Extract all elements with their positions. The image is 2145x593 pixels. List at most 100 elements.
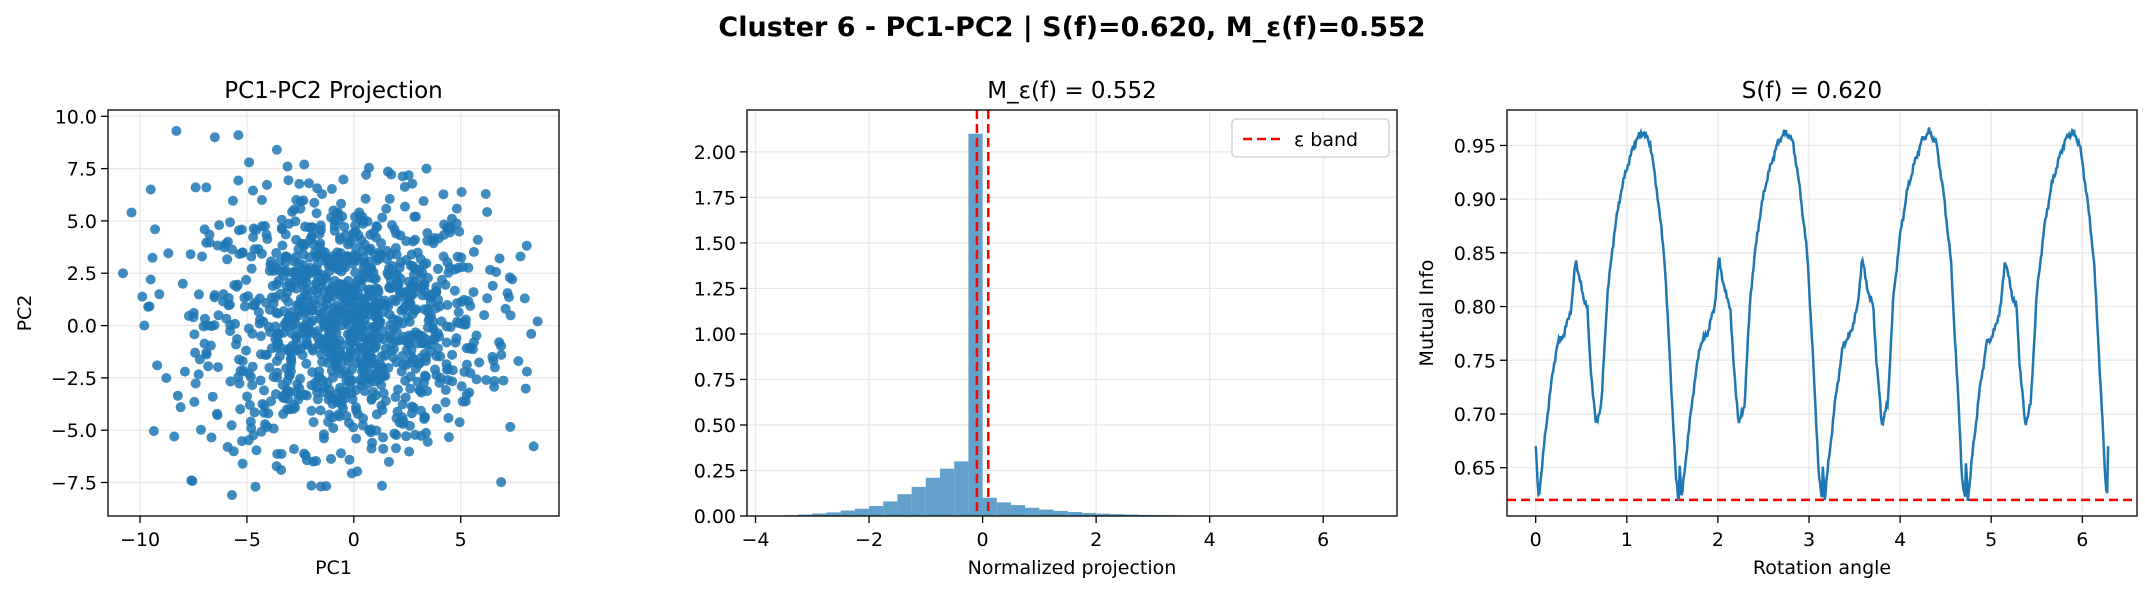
- scatter-point: [349, 302, 360, 313]
- scatter-point: [233, 225, 244, 236]
- scatter-point: [403, 335, 414, 346]
- scatter-point: [271, 330, 282, 341]
- scatter-point: [480, 188, 491, 199]
- scatter-point: [378, 432, 389, 443]
- scatter-point: [482, 293, 493, 304]
- scatter-point: [468, 246, 479, 257]
- scatter-point: [282, 345, 293, 356]
- scatter-point: [396, 305, 407, 316]
- scatter-point: [487, 280, 498, 291]
- scatter-point: [426, 346, 437, 357]
- histogram-xtick-label: 2: [1090, 529, 1102, 551]
- scatter-point: [295, 344, 306, 355]
- line-xlabel: Rotation angle: [1753, 557, 1891, 579]
- scatter-point: [386, 169, 397, 180]
- scatter-point: [406, 345, 417, 356]
- scatter-point: [431, 403, 442, 414]
- scatter-point: [286, 328, 297, 339]
- scatter-point: [412, 376, 423, 387]
- scatter-point: [391, 443, 402, 454]
- scatter-point: [465, 300, 476, 311]
- scatter-point: [190, 378, 201, 389]
- scatter-point: [344, 282, 355, 293]
- scatter-point: [233, 175, 244, 186]
- scatter-point: [222, 254, 233, 265]
- histogram-ytick-label: 1.25: [694, 278, 736, 300]
- histogram-bar: [854, 508, 870, 516]
- scatter-xtick-label: −10: [120, 529, 160, 551]
- scatter-point: [393, 384, 404, 395]
- scatter-point: [270, 292, 281, 303]
- scatter-point: [294, 299, 305, 310]
- scatter-point: [405, 383, 416, 394]
- scatter-point: [397, 318, 408, 329]
- scatter-point: [198, 321, 209, 332]
- scatter-point: [456, 186, 467, 197]
- scatter-point: [299, 240, 310, 251]
- scatter-ytick-label: −2.5: [51, 368, 97, 390]
- scatter-point: [233, 130, 244, 141]
- scatter-point: [463, 262, 474, 273]
- scatter-point: [256, 248, 267, 259]
- histogram-xtick-label: 4: [1204, 529, 1216, 551]
- scatter-point: [468, 287, 479, 298]
- scatter-point: [352, 466, 363, 477]
- scatter-point: [365, 264, 376, 275]
- scatter-point: [204, 237, 215, 248]
- scatter-point: [246, 263, 257, 274]
- histogram-bar: [982, 497, 997, 516]
- histogram-bar: [869, 505, 884, 516]
- scatter-point: [454, 226, 465, 237]
- scatter-title: PC1-PC2 Projection: [224, 78, 442, 104]
- scatter-point: [280, 251, 291, 262]
- scatter-point: [401, 431, 412, 442]
- scatter-point: [384, 193, 395, 204]
- scatter-point: [347, 255, 358, 266]
- line-xtick-label: 1: [1621, 529, 1633, 551]
- scatter-point: [360, 193, 371, 204]
- scatter-point: [190, 347, 201, 358]
- scatter-point: [368, 227, 379, 238]
- scatter-point: [207, 391, 218, 402]
- scatter-point: [179, 366, 190, 377]
- scatter-point: [416, 430, 427, 441]
- scatter-point: [272, 342, 283, 353]
- line-ytick-label: 0.80: [1454, 297, 1496, 319]
- scatter-point: [148, 426, 159, 437]
- scatter-xtick-label: 0: [348, 529, 360, 551]
- scatter-point: [363, 162, 374, 173]
- scatter-point: [235, 404, 246, 415]
- scatter-point: [278, 270, 289, 281]
- scatter-point: [287, 267, 298, 278]
- scatter-point: [305, 262, 316, 273]
- scatter-point: [366, 393, 377, 404]
- scatter-point: [365, 243, 376, 254]
- scatter-point: [232, 334, 243, 345]
- scatter-point: [145, 184, 156, 195]
- scatter-point: [358, 413, 369, 424]
- legend-band-label: ε band: [1294, 129, 1358, 151]
- scatter-point: [257, 221, 268, 232]
- scatter-point: [203, 361, 214, 372]
- scatter-point: [374, 253, 385, 264]
- scatter-point: [242, 391, 253, 402]
- scatter-point: [226, 490, 237, 501]
- scatter-point: [254, 318, 265, 329]
- scatter-point: [390, 392, 401, 403]
- scatter-point: [299, 159, 310, 170]
- scatter-point: [441, 359, 452, 370]
- line-ylabel: Mutual Info: [1416, 260, 1438, 367]
- scatter-point: [436, 274, 447, 285]
- scatter-point: [335, 232, 346, 243]
- scatter-point: [295, 196, 306, 207]
- scatter-point: [377, 307, 388, 318]
- scatter-point: [428, 323, 439, 334]
- scatter-point: [513, 356, 524, 367]
- scatter-point: [443, 267, 454, 278]
- scatter-point: [528, 441, 539, 452]
- scatter-yticks: −7.5 −5.0 −2.5 0.0 2.5 5.0 7.5 10.0: [51, 106, 108, 495]
- scatter-point: [288, 444, 299, 455]
- scatter-point: [246, 251, 257, 262]
- scatter-point: [383, 362, 394, 373]
- scatter-point: [446, 213, 457, 224]
